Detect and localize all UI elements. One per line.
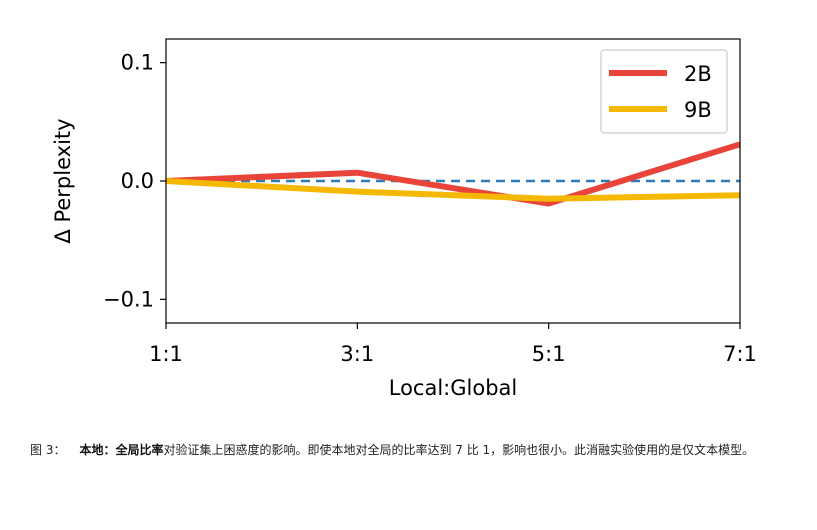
y-tick-label: 0.1 xyxy=(121,51,154,75)
y-tick-label: 0.0 xyxy=(121,169,154,193)
y-tick-label: −0.1 xyxy=(103,287,154,311)
x-tick-label: 1:1 xyxy=(149,342,183,366)
x-tick-label: 7:1 xyxy=(723,342,757,366)
series-line-2b xyxy=(165,141,741,207)
figure-caption: 图 3： 本地：全局比率对验证集上困惑度的影响。即使本地对全局的比率达到 7 比 … xyxy=(30,440,790,460)
x-axis-ticks: 1:1 3:1 5:1 7:1 xyxy=(149,323,757,366)
x-axis-label: Local:Global xyxy=(389,376,518,400)
line-chart: 0.1 0.0 −0.1 1:1 3:1 5:1 7:1 Local:Global Δ P… xyxy=(51,38,757,400)
y-axis-ticks: 0.1 0.0 −0.1 xyxy=(103,51,166,311)
series-line-9b xyxy=(165,178,741,202)
series-layer xyxy=(165,141,741,207)
figure-number: 图 3： xyxy=(30,443,66,457)
legend-label-9b: 9B xyxy=(684,98,712,122)
caption-text: 对验证集上困惑度的影响。即使本地对全局的比率达到 7 比 1，影响也很小。此消融… xyxy=(163,443,755,457)
caption-title: 本地：全局比率 xyxy=(79,443,164,457)
x-tick-label: 3:1 xyxy=(340,342,374,366)
y-axis-label: Δ Perplexity xyxy=(51,118,75,243)
x-tick-label: 5:1 xyxy=(532,342,566,366)
legend: 2B 9B xyxy=(600,49,728,134)
legend-label-2b: 2B xyxy=(684,62,712,86)
